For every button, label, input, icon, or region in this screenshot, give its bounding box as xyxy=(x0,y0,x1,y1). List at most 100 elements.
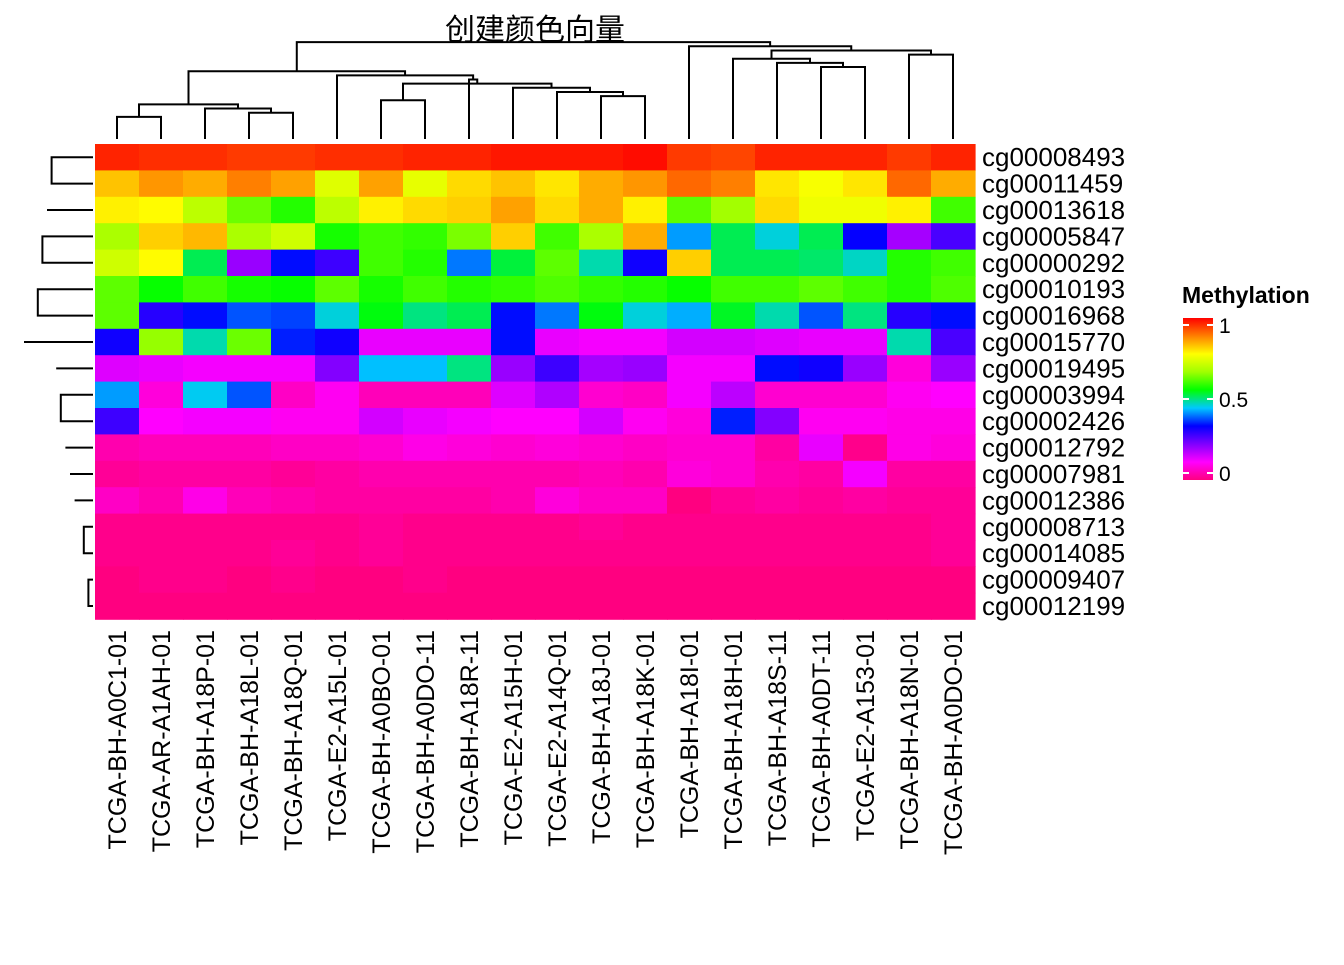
heatmap-cell xyxy=(95,381,140,409)
heatmap-cell xyxy=(843,276,888,303)
heatmap-cell xyxy=(403,328,448,356)
heatmap-cell xyxy=(931,460,976,488)
heatmap-cell xyxy=(579,328,624,356)
row-label: cg00019495 xyxy=(982,353,1125,383)
row-label: cg00005847 xyxy=(982,221,1125,251)
heatmap-cell xyxy=(755,460,800,488)
heatmap-cell xyxy=(359,249,404,277)
heatmap-cell xyxy=(447,249,492,277)
heatmap-cell xyxy=(799,592,844,620)
heatmap-cell xyxy=(579,408,624,435)
heatmap-cell xyxy=(491,434,536,462)
heatmap-cell xyxy=(843,592,888,620)
heatmap-cell xyxy=(315,276,360,303)
dendrogram-branch xyxy=(59,393,93,423)
heatmap-cell xyxy=(271,249,316,277)
dendrogram-branch xyxy=(116,115,162,139)
heatmap-cell xyxy=(271,434,316,462)
heatmap-cell xyxy=(579,566,624,594)
heatmap-cell xyxy=(447,302,492,330)
heatmap-cell xyxy=(667,196,712,224)
heatmap-cell xyxy=(931,408,976,435)
legend-tick-label: 0.5 xyxy=(1219,389,1248,412)
column-label: TCGA-E2-A15L-01 xyxy=(324,630,352,841)
heatmap-cell xyxy=(535,302,580,330)
heatmap-cell xyxy=(227,487,272,515)
heatmap-cell xyxy=(711,408,756,435)
heatmap-cell xyxy=(843,381,888,409)
row-label: cg00011459 xyxy=(982,169,1123,199)
heatmap-cell xyxy=(315,355,360,383)
heatmap-cell xyxy=(139,592,184,620)
heatmap-cell xyxy=(931,540,976,567)
row-label: cg00000292 xyxy=(982,248,1125,278)
heatmap-cell xyxy=(227,196,272,224)
heatmap-cell xyxy=(271,328,316,356)
heatmap-cell xyxy=(799,355,844,383)
heatmap-cell xyxy=(843,487,888,515)
row-labels: cg00008493cg00011459cg00013618cg00005847… xyxy=(982,142,1125,621)
heatmap-cell xyxy=(579,460,624,488)
heatmap-cell xyxy=(887,302,932,330)
row-label: cg00003994 xyxy=(982,380,1125,410)
column-label: TCGA-E2-A153-01 xyxy=(852,630,880,841)
heatmap-cell xyxy=(227,513,272,541)
column-label: TCGA-BH-A18H-01 xyxy=(720,630,748,850)
heatmap-cell xyxy=(843,223,888,251)
heatmap-cell xyxy=(403,408,448,435)
heatmap-cell xyxy=(931,302,976,330)
heatmap-cell xyxy=(95,566,140,594)
heatmap-cell xyxy=(535,223,580,251)
heatmap-cell xyxy=(755,276,800,303)
dendrogram-branch xyxy=(512,86,591,139)
heatmap-cell xyxy=(931,355,976,383)
heatmap-cell xyxy=(139,540,184,567)
heatmap-cell xyxy=(139,328,184,356)
heatmap-cell xyxy=(271,170,316,198)
heatmap-cell xyxy=(139,355,184,383)
heatmap-cell xyxy=(403,196,448,224)
heatmap-cell xyxy=(711,196,756,224)
heatmap-cell xyxy=(667,460,712,488)
heatmap-cell xyxy=(931,196,976,224)
heatmap-cell xyxy=(799,408,844,435)
heatmap-cell xyxy=(887,249,932,277)
heatmap-cell xyxy=(183,328,228,356)
column-label: TCGA-BH-A18Q-01 xyxy=(280,630,308,851)
heatmap-cell xyxy=(183,540,228,567)
heatmap-cell xyxy=(139,513,184,541)
heatmap-cell xyxy=(887,487,932,515)
column-label: TCGA-BH-A18L-01 xyxy=(236,630,264,845)
dendrogram-branch xyxy=(50,156,93,185)
heatmap-cell xyxy=(667,144,712,171)
heatmap-cell xyxy=(931,223,976,251)
heatmap-cell xyxy=(95,460,140,488)
heatmap-cell xyxy=(95,196,140,224)
heatmap-cell xyxy=(535,460,580,488)
heatmap-cell xyxy=(271,566,316,594)
dendrogram-branch xyxy=(82,525,93,555)
heatmap-cell xyxy=(755,249,800,277)
heatmap-cell xyxy=(711,328,756,356)
heatmap-cell xyxy=(667,249,712,277)
heatmap-cell xyxy=(139,170,184,198)
heatmap-cell xyxy=(535,540,580,567)
heatmap-cell xyxy=(359,540,404,567)
heatmap-cell xyxy=(95,355,140,383)
heatmap-cell xyxy=(491,144,536,171)
heatmap-cell xyxy=(799,328,844,356)
heatmap-cell xyxy=(359,566,404,594)
heatmap-cell xyxy=(623,460,668,488)
heatmap-cell xyxy=(315,302,360,330)
row-label: cg00015770 xyxy=(982,327,1125,357)
heatmap-cell xyxy=(667,540,712,567)
heatmap-cell xyxy=(755,540,800,567)
heatmap-cell xyxy=(535,381,580,409)
heatmap-cell xyxy=(271,355,316,383)
heatmap-cell xyxy=(623,170,668,198)
heatmap-cell xyxy=(95,170,140,198)
row-label: cg00008713 xyxy=(982,512,1125,542)
heatmap-cell xyxy=(579,223,624,251)
color-legend: Methylation 10.50 xyxy=(1182,282,1310,486)
heatmap-cell xyxy=(887,540,932,567)
